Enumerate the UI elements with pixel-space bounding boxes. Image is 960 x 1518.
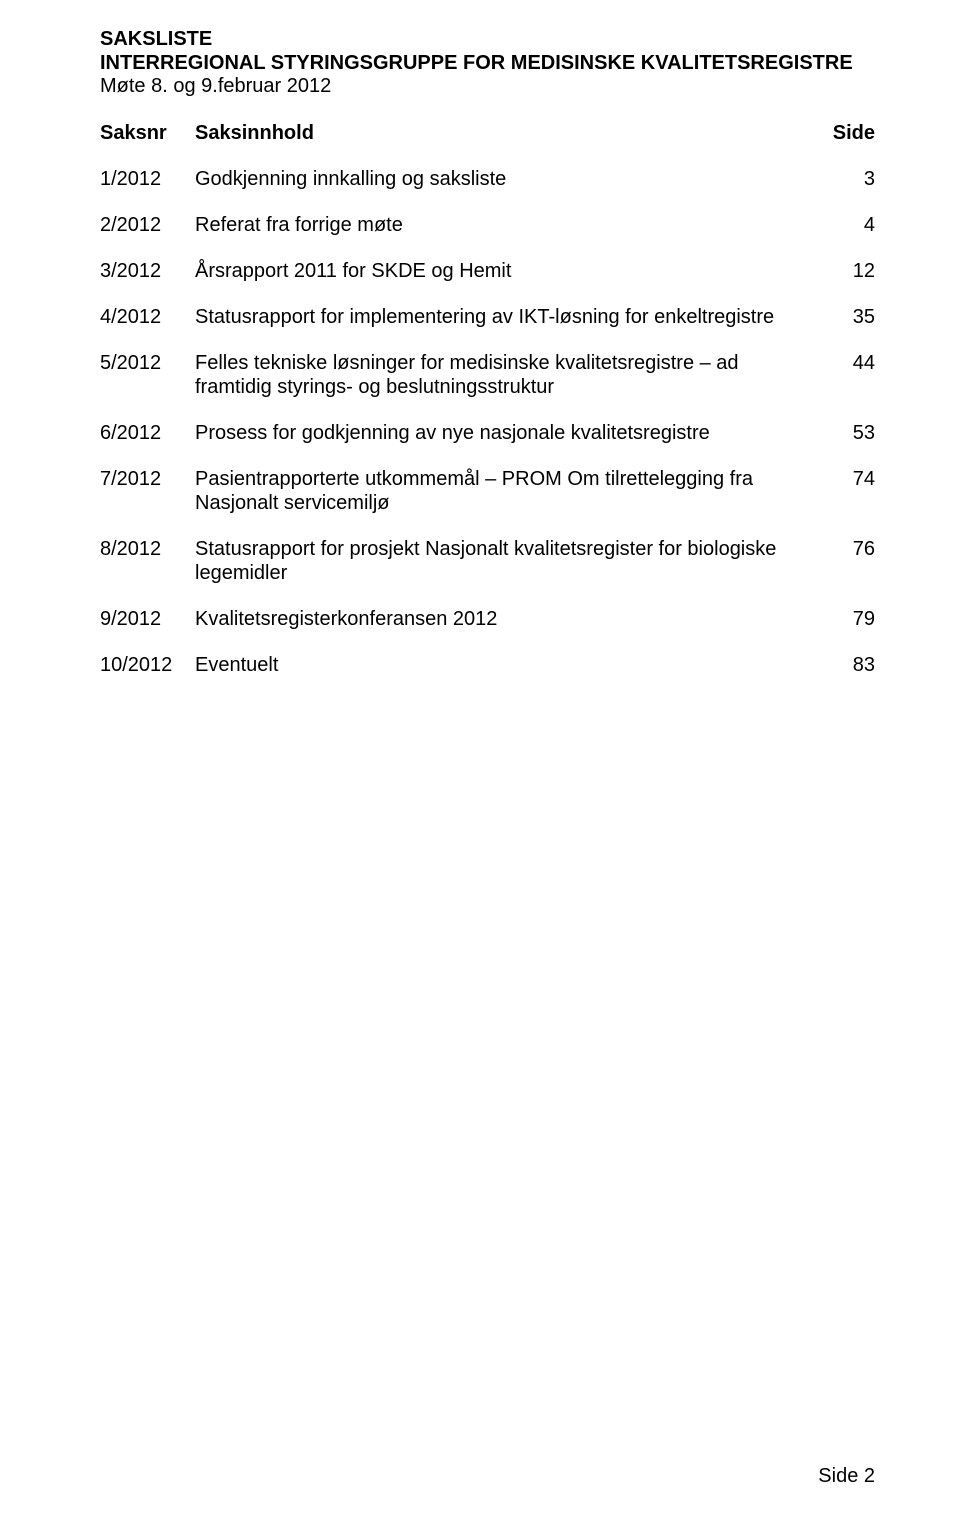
cell-saksnr: 10/2012 (100, 653, 195, 677)
cell-side: 79 (825, 607, 875, 631)
table-row: 1/2012 Godkjenning innkalling og sakslis… (100, 167, 875, 191)
table-row: 6/2012 Prosess for godkjenning av nye na… (100, 421, 875, 445)
cell-saksnr: 7/2012 (100, 467, 195, 491)
table-row: 3/2012 Årsrapport 2011 for SKDE og Hemit… (100, 259, 875, 283)
cell-text: Kvalitetsregisterkonferansen 2012 (195, 607, 825, 631)
cell-saksnr: 6/2012 (100, 421, 195, 445)
cell-saksnr: 2/2012 (100, 213, 195, 237)
heading-line-1: SAKSLISTE (100, 28, 875, 52)
cell-side: 74 (825, 467, 875, 491)
cell-text: Prosess for godkjenning av nye nasjonale… (195, 421, 825, 445)
cell-text: Eventuelt (195, 653, 825, 677)
cell-text: Statusrapport for prosjekt Nasjonalt kva… (195, 537, 825, 585)
cell-text: Godkjenning innkalling og saksliste (195, 167, 825, 191)
cell-side: 83 (825, 653, 875, 677)
cell-text: Felles tekniske løsninger for medisinske… (195, 351, 825, 399)
col-header-saksnr: Saksnr (100, 121, 195, 145)
cell-saksnr: 4/2012 (100, 305, 195, 329)
table-header-row: Saksnr Saksinnhold Side (100, 121, 875, 145)
cell-side: 53 (825, 421, 875, 445)
cell-side: 12 (825, 259, 875, 283)
cell-saksnr: 5/2012 (100, 351, 195, 375)
table-row: 9/2012 Kvalitetsregisterkonferansen 2012… (100, 607, 875, 631)
cell-side: 44 (825, 351, 875, 375)
heading-line-3: Møte 8. og 9.februar 2012 (100, 75, 875, 99)
cell-text: Referat fra forrige møte (195, 213, 825, 237)
table-row: 7/2012 Pasientrapporterte utkommemål – P… (100, 467, 875, 515)
table-row: 4/2012 Statusrapport for implementering … (100, 305, 875, 329)
cell-text: Statusrapport for implementering av IKT-… (195, 305, 825, 329)
cell-saksnr: 8/2012 (100, 537, 195, 561)
cell-saksnr: 9/2012 (100, 607, 195, 631)
cell-text: Pasientrapporterte utkommemål – PROM Om … (195, 467, 825, 515)
page-number: Side 2 (818, 1465, 875, 1488)
cell-side: 3 (825, 167, 875, 191)
table-row: 10/2012 Eventuelt 83 (100, 653, 875, 677)
heading-line-2: INTERREGIONAL STYRINGSGRUPPE FOR MEDISIN… (100, 52, 875, 76)
col-header-side: Side (825, 121, 875, 145)
table-row: 2/2012 Referat fra forrige møte 4 (100, 213, 875, 237)
document-page: SAKSLISTE INTERREGIONAL STYRINGSGRUPPE F… (0, 0, 960, 1518)
cell-side: 35 (825, 305, 875, 329)
col-header-saksinnhold: Saksinnhold (195, 121, 825, 145)
table-row: 5/2012 Felles tekniske løsninger for med… (100, 351, 875, 399)
cell-side: 4 (825, 213, 875, 237)
cell-saksnr: 1/2012 (100, 167, 195, 191)
cell-saksnr: 3/2012 (100, 259, 195, 283)
cell-text: Årsrapport 2011 for SKDE og Hemit (195, 259, 825, 283)
cell-side: 76 (825, 537, 875, 561)
table-row: 8/2012 Statusrapport for prosjekt Nasjon… (100, 537, 875, 585)
